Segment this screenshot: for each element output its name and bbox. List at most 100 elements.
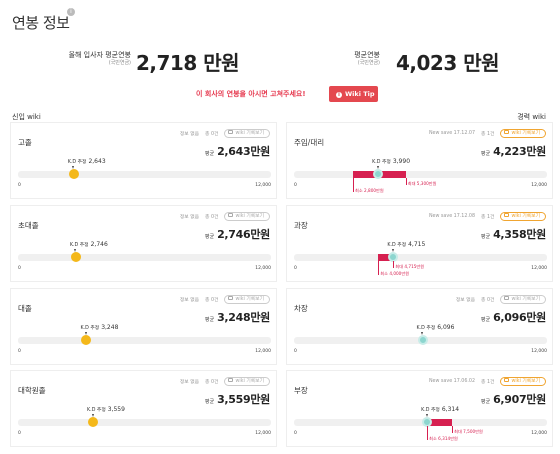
range-max-label: 최대 4,715만원 [395, 264, 425, 269]
kd-estimate-label: K.D 추정 4,715 [387, 241, 425, 248]
salary-range-track [18, 252, 271, 262]
range-max-tick [393, 261, 395, 268]
info-icon: i [336, 92, 342, 98]
update-status: 정보 없음 [179, 214, 200, 220]
document-icon [228, 378, 234, 382]
update-status: New save 17.12.08 [428, 213, 476, 219]
card-meta: 정보 없음 총 0건 wiki 기록보기 [180, 128, 270, 138]
card-meta: 정보 없음 총 0건 wiki 기록보기 [180, 376, 270, 386]
salary-range-track [294, 252, 547, 262]
wiki-record-label: wiki 기록보기 [235, 378, 264, 384]
salary-card: 대학원졸 정보 없음 총 0건 wiki 기록보기 평균 3,559만원 0 12,000 K.… [10, 370, 277, 447]
salary-card: 초대졸 정보 없음 총 0건 wiki 기록보기 평균 2,746만원 0 12,000 K.D… [10, 205, 277, 282]
position-name: 부장 [294, 386, 308, 395]
average-label: 평균 [480, 317, 491, 323]
wiki-tip-label: Wiki Tip [345, 90, 375, 98]
wiki-record-button[interactable]: wiki 기록보기 [500, 211, 546, 221]
avg-salary-label-text: 평균연봉 [354, 51, 380, 59]
document-icon [228, 213, 234, 217]
update-status: New save 17.12.07 [428, 130, 476, 136]
avg-salary-label: 평균연봉 (국민연금) [330, 50, 380, 67]
kd-estimate-label: K.D 추정 6,314 [421, 406, 459, 413]
kd-estimate-caption: K.D 추정 [372, 160, 391, 165]
wiki-record-label: wiki 기록보기 [235, 296, 264, 302]
average-label: 평균 [480, 399, 491, 405]
average-value: 2,746만원 [217, 228, 270, 241]
range-max-tick [452, 426, 454, 433]
kd-estimate-marker [68, 169, 79, 179]
wiki-record-label: wiki 기록보기 [235, 130, 264, 136]
record-count: 총 0건 [205, 297, 219, 303]
average-label: 평균 [204, 317, 215, 323]
correction-text: 이 회사의 연봉을 아시면 고쳐주세요! [196, 90, 306, 98]
track-min-label: 0 [18, 183, 21, 188]
kd-estimate-marker [70, 252, 81, 262]
marker-pin-icon [84, 332, 87, 335]
wiki-record-button[interactable]: wiki 기록보기 [500, 294, 546, 304]
average-value: 4,358만원 [493, 228, 546, 241]
wiki-record-label: wiki 기록보기 [511, 130, 540, 136]
record-count: 총 0건 [205, 131, 219, 137]
wiki-record-button[interactable]: wiki 기록보기 [224, 211, 270, 221]
kd-estimate-value: 4,715 [408, 241, 426, 248]
track-min-label: 0 [18, 349, 21, 354]
document-icon [504, 130, 510, 134]
marker-pin-icon [425, 414, 428, 417]
new-hire-avg-label: 올해 입사자 평균연봉 (국민연금) [56, 50, 131, 67]
update-status: 정보 없음 [179, 297, 200, 303]
position-name: 대학원졸 [18, 386, 46, 395]
track-min-label: 0 [294, 431, 297, 436]
document-icon [228, 296, 234, 300]
average-salary: 평균 4,223만원 [481, 140, 546, 159]
card-meta: 정보 없음 총 0건 wiki 기록보기 [180, 211, 270, 221]
kd-estimate-label: K.D 추정 3,990 [372, 158, 410, 165]
kd-estimate-marker [81, 335, 92, 345]
wiki-record-button[interactable]: wiki 기록보기 [500, 376, 546, 386]
marker-pin-icon [74, 249, 77, 252]
wiki-record-button[interactable]: wiki 기록보기 [224, 294, 270, 304]
wiki-record-button[interactable]: wiki 기록보기 [500, 128, 546, 138]
salary-range-track [294, 335, 547, 345]
average-salary: 평균 4,358만원 [481, 223, 546, 242]
average-label: 평균 [480, 151, 491, 157]
marker-pin-icon [91, 414, 94, 417]
track-min-label: 0 [18, 431, 21, 436]
position-name: 고졸 [18, 138, 32, 147]
track-max-label: 12,000 [255, 431, 271, 436]
average-value: 3,248만원 [217, 311, 270, 324]
update-status: 정보 없음 [179, 379, 200, 385]
average-label: 평균 [480, 234, 491, 240]
wiki-tip-button[interactable]: i Wiki Tip [329, 86, 378, 102]
kd-estimate-label: K.D 추정 3,248 [80, 324, 118, 331]
correction-banner: 이 회사의 연봉을 아시면 고쳐주세요! i Wiki Tip [0, 84, 560, 104]
marker-pin-icon [421, 332, 424, 335]
track-min-label: 0 [18, 266, 21, 271]
track-min-label: 0 [294, 183, 297, 188]
wiki-record-label: wiki 기록보기 [511, 378, 540, 384]
kd-estimate-caption: K.D 추정 [87, 408, 106, 413]
card-meta: New save 17.12.08 총 1건 wiki 기록보기 [429, 211, 546, 221]
marker-pin-icon [376, 166, 379, 169]
salary-card: 차장 정보 없음 총 0건 wiki 기록보기 평균 6,096만원 0 12,000 K.D … [286, 288, 553, 365]
salary-card: 주임/대리 New save 17.12.07 총 1건 wiki 기록보기 평균 4,2… [286, 122, 553, 199]
range-min-label: 최소 4,000만원 [380, 271, 410, 276]
wiki-record-button[interactable]: wiki 기록보기 [224, 128, 270, 138]
salary-range-track [18, 335, 271, 345]
track-max-label: 12,000 [531, 431, 547, 436]
salary-range-track [18, 417, 271, 427]
record-count: 총 1건 [481, 379, 495, 385]
kd-estimate-label: K.D 추정 3,559 [87, 406, 125, 413]
wiki-record-button[interactable]: wiki 기록보기 [224, 376, 270, 386]
record-count: 총 0건 [205, 214, 219, 220]
average-label: 평균 [204, 234, 215, 240]
kd-estimate-marker [88, 417, 99, 427]
document-icon [504, 213, 510, 217]
kd-estimate-caption: K.D 추정 [67, 160, 87, 165]
marker-pin-icon [391, 249, 394, 252]
range-min-tick [427, 426, 429, 440]
kd-estimate-caption: K.D 추정 [421, 408, 440, 413]
salary-card: 고졸 정보 없음 총 0건 wiki 기록보기 평균 2,643만원 0 12,000 K.D … [10, 122, 277, 199]
document-icon [504, 296, 510, 300]
salary-range-track [294, 417, 547, 427]
info-icon[interactable]: i [67, 8, 75, 16]
